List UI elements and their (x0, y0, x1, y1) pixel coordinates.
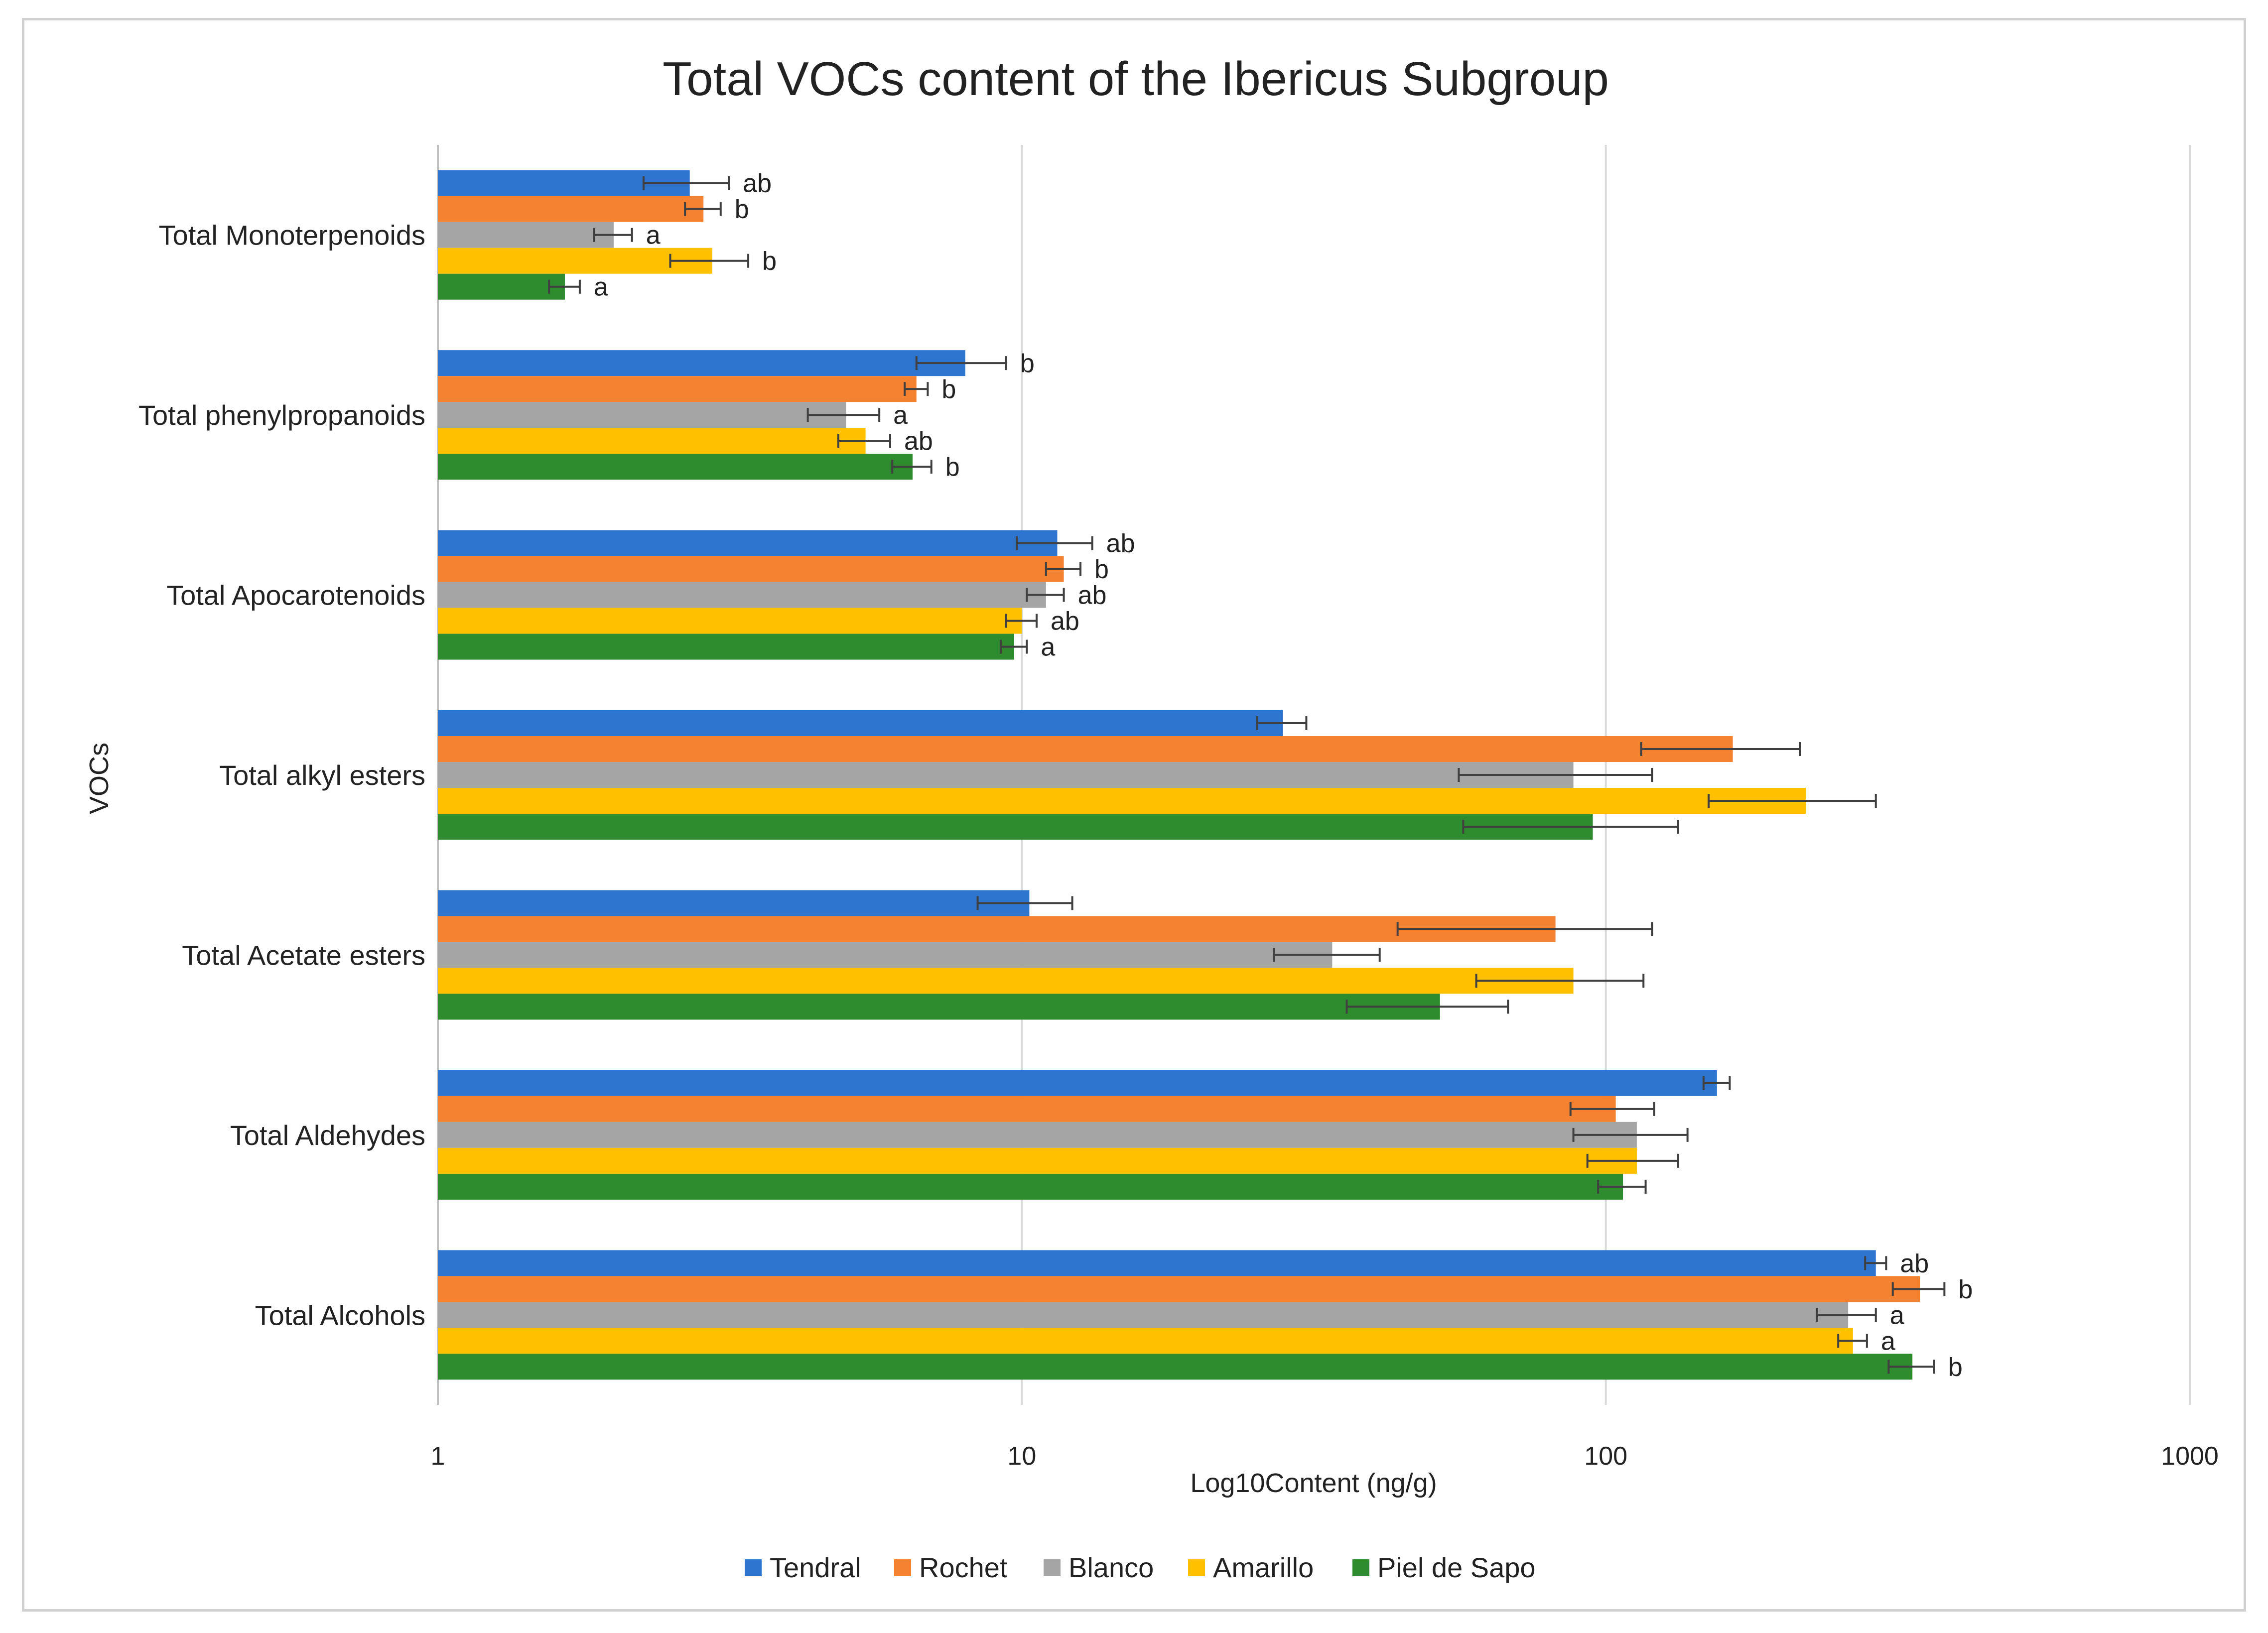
category-label: Total phenylpropanoids (138, 399, 425, 431)
significance-label: ab (743, 169, 772, 198)
bar (438, 1250, 1876, 1276)
significance-label: ab (1078, 581, 1107, 610)
bar (438, 1302, 1849, 1328)
significance-label: b (941, 375, 956, 404)
x-tick-label: 100 (1584, 1442, 1627, 1471)
bar (438, 710, 1283, 736)
bar (438, 736, 1733, 762)
bar (438, 968, 1574, 994)
category-label: Total alkyl esters (219, 759, 425, 791)
bar (438, 994, 1440, 1020)
significance-label: a (594, 273, 608, 302)
chart-svg: Total VOCs content of the Ibericus Subgr… (84, 52, 2219, 1583)
bar (438, 1328, 1853, 1354)
category-labels: Total Monoterpenoids Total phenylpropanoi… (138, 220, 425, 1331)
legend-swatch (1352, 1559, 1369, 1576)
significance-label: b (762, 247, 777, 276)
significance-label: a (646, 221, 661, 250)
bar (438, 890, 1030, 916)
legend-label: Blanco (1068, 1552, 1154, 1583)
legend-item: Blanco (1044, 1552, 1154, 1583)
bar (438, 1354, 1913, 1380)
x-tick-label: 1 (431, 1442, 445, 1471)
legend-label: Piel de Sapo (1377, 1552, 1536, 1583)
significance-label: ab (1051, 607, 1079, 636)
bar (438, 788, 1806, 814)
chart-frame: Total VOCs content of the Ibericus Subgr… (22, 18, 2246, 1612)
significance-label: a (1890, 1301, 1904, 1330)
bars (438, 170, 1920, 1380)
significance-label: b (1094, 555, 1109, 584)
bar (438, 350, 965, 377)
category-label: Total Aldehydes (230, 1120, 425, 1151)
significance-label: ab (1900, 1249, 1929, 1278)
legend-item: Tendral (745, 1552, 861, 1583)
bar (438, 762, 1574, 788)
bar (438, 376, 917, 402)
legend-label: Rochet (919, 1552, 1008, 1583)
bar (438, 402, 846, 428)
bar (438, 530, 1058, 556)
bar (438, 196, 704, 222)
bar (438, 1173, 1623, 1200)
x-tick-label: 10 (1007, 1442, 1036, 1471)
category-label: Total Acetate esters (182, 939, 425, 971)
x-axis-title: Log10Content (ng/g) (1190, 1468, 1437, 1498)
significance-label: ab (904, 427, 933, 456)
bar (438, 222, 614, 248)
category-label: Total Apocarotenoids (166, 580, 425, 611)
legend-swatch (1044, 1559, 1061, 1576)
bar (438, 1070, 1717, 1096)
bar (438, 1096, 1616, 1122)
legend-swatch (894, 1559, 911, 1576)
legend-item: Rochet (894, 1552, 1008, 1583)
significance-label: b (1020, 349, 1035, 378)
significance-label: a (1041, 633, 1055, 662)
bar (438, 814, 1593, 840)
significance-label: b (1958, 1275, 1973, 1304)
bar (438, 1276, 1920, 1302)
legend: Tendral Rochet Blanco Amarillo Piel de Sapo (745, 1552, 1536, 1583)
bar (438, 273, 565, 300)
significance-label: ab (1106, 529, 1135, 558)
x-tick-label: 1000 (2161, 1442, 2219, 1471)
bar (438, 916, 1556, 942)
significance-label: b (945, 453, 960, 482)
bar (438, 454, 913, 480)
legend-label: Tendral (770, 1552, 861, 1583)
significance-label: a (893, 401, 908, 430)
bar (438, 633, 1014, 660)
legend-swatch (745, 1559, 762, 1576)
bar (438, 556, 1064, 582)
bar (438, 608, 1022, 634)
significance-label: a (1881, 1327, 1895, 1356)
chart-title: Total VOCs content of the Ibericus Subgr… (663, 52, 1609, 106)
significance-label: b (1948, 1353, 1963, 1382)
error-bars (548, 176, 1946, 1374)
bar (438, 248, 712, 274)
x-tick-labels: 1 10 100 1000 (431, 1442, 2219, 1471)
legend-item: Amarillo (1188, 1552, 1314, 1583)
bar (438, 582, 1046, 608)
category-label: Total Monoterpenoids (159, 220, 425, 251)
legend-item: Piel de Sapo (1352, 1552, 1536, 1583)
legend-label: Amarillo (1213, 1552, 1314, 1583)
category-label: Total Alcohols (255, 1299, 425, 1331)
bar (438, 428, 866, 454)
bar (438, 942, 1333, 968)
legend-swatch (1188, 1559, 1205, 1576)
significance-label: b (735, 195, 749, 224)
bar (438, 1122, 1637, 1148)
y-axis-title: VOCs (84, 743, 114, 814)
bar (438, 1147, 1637, 1174)
